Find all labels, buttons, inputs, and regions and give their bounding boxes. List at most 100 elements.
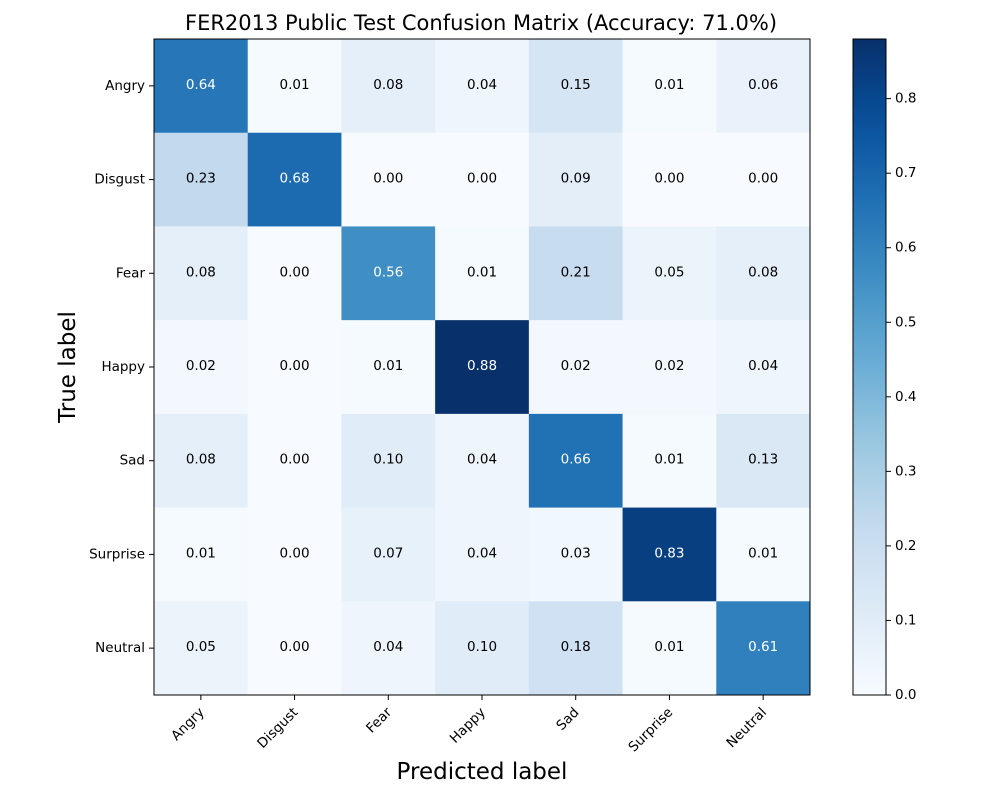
heatmap-cell xyxy=(154,132,249,227)
heatmap-cell xyxy=(622,320,717,415)
heatmap-cell xyxy=(247,413,342,509)
chart-title: FER2013 Public Test Confusion Matrix (Ac… xyxy=(185,11,777,35)
cell-value-label: 0.15 xyxy=(561,77,591,93)
heatmap-cell xyxy=(528,601,624,696)
cell-value-label: 0.08 xyxy=(748,264,778,280)
heatmap-cell xyxy=(154,507,249,602)
colorbar-ticks: 0.0 0.1 0.2 0.3 0.4 0.5 0.6 0.7 0.8 xyxy=(886,91,916,703)
cell-value-label: 0.00 xyxy=(654,171,684,187)
heatmap-cell xyxy=(435,413,530,509)
cell-value-label: 0.68 xyxy=(280,171,310,187)
x-tick-label: Disgust xyxy=(254,705,301,752)
heatmap-cell xyxy=(716,132,811,227)
cell-value-label: 0.56 xyxy=(373,264,403,280)
heatmap-cell xyxy=(528,226,624,321)
cell-value-label: 0.01 xyxy=(654,452,684,468)
colorbar xyxy=(852,38,887,696)
heatmap-cell xyxy=(622,601,717,696)
heatmap-cell xyxy=(154,226,249,321)
cell-value-label: 0.13 xyxy=(748,452,778,468)
y-tick-label: Surprise xyxy=(89,546,145,562)
y-tick-label: Happy xyxy=(101,359,145,375)
cell-value-label: 0.02 xyxy=(561,358,591,374)
y-tick-label: Neutral xyxy=(95,640,145,656)
heatmap-cell xyxy=(247,39,342,134)
cell-value-label: 0.88 xyxy=(467,358,497,374)
colorbar-tick-label: 0.3 xyxy=(895,463,916,479)
cell-value-label: 0.03 xyxy=(561,545,591,561)
colorbar-tick-label: 0.1 xyxy=(895,612,916,628)
cell-annotations: 0.64 0.01 0.08 0.04 0.15 0.01 0.06 0.23 0.68 0.00… xyxy=(186,77,778,655)
cell-value-label: 0.83 xyxy=(654,545,684,561)
heatmap-cell xyxy=(341,413,436,509)
cell-value-label: 0.00 xyxy=(748,171,778,187)
heatmap-cell xyxy=(716,413,811,509)
y-tick-label: Fear xyxy=(116,265,146,281)
cell-value-label: 0.21 xyxy=(561,264,591,280)
heatmap-cell xyxy=(716,226,811,321)
heatmap-cell xyxy=(528,132,624,227)
cell-value-label: 0.66 xyxy=(561,452,591,468)
cell-value-label: 0.08 xyxy=(373,77,403,93)
heatmap-cell xyxy=(341,132,436,227)
cell-value-label: 0.00 xyxy=(280,639,310,655)
cell-value-label: 0.23 xyxy=(186,171,216,187)
heatmap-cell xyxy=(341,601,436,696)
heatmap-cell xyxy=(528,39,624,134)
x-tick-label: Sad xyxy=(553,705,582,734)
heatmap-cell xyxy=(528,413,624,509)
heatmap-cell xyxy=(247,132,342,227)
heatmap-cell xyxy=(622,132,717,227)
y-tick-label: Sad xyxy=(120,453,145,469)
x-tick-label: Neutral xyxy=(723,705,770,752)
heatmap-cell xyxy=(622,507,717,602)
cell-value-label: 0.04 xyxy=(748,358,778,374)
heatmap-cell xyxy=(247,507,342,602)
y-tick-label: Angry xyxy=(105,78,145,94)
heatmap-cell xyxy=(622,413,717,509)
heatmap-cell xyxy=(341,320,436,415)
heatmap-cell xyxy=(435,601,530,696)
cell-value-label: 0.10 xyxy=(467,639,497,655)
cell-value-label: 0.00 xyxy=(467,171,497,187)
heatmap-cell xyxy=(716,601,811,696)
heatmap-cell xyxy=(341,507,436,602)
cell-value-label: 0.08 xyxy=(186,264,216,280)
heatmap-cell xyxy=(716,507,811,602)
cell-value-label: 0.04 xyxy=(373,639,403,655)
cell-value-label: 0.05 xyxy=(186,639,216,655)
cell-value-label: 0.01 xyxy=(373,358,403,374)
heatmap-cell xyxy=(154,413,249,509)
heatmap-cell xyxy=(247,226,342,321)
cell-value-label: 0.01 xyxy=(654,77,684,93)
cell-value-label: 0.07 xyxy=(373,545,403,561)
heatmap-cell xyxy=(528,320,624,415)
heatmap-cell xyxy=(716,320,811,415)
cell-value-label: 0.10 xyxy=(373,452,403,468)
heatmap-cells xyxy=(154,39,811,696)
cell-value-label: 0.00 xyxy=(280,358,310,374)
cell-value-label: 0.00 xyxy=(373,171,403,187)
cell-value-label: 0.01 xyxy=(654,639,684,655)
x-tick-label: Surprise xyxy=(625,705,676,756)
x-axis-ticks: Angry Disgust Fear Happy Sad Surprise Neutral xyxy=(168,695,770,755)
cell-value-label: 0.01 xyxy=(186,545,216,561)
colorbar-tick-label: 0.5 xyxy=(895,314,916,330)
heatmap-cell xyxy=(247,601,342,696)
colorbar-tick-label: 0.2 xyxy=(895,538,916,554)
cell-value-label: 0.61 xyxy=(748,639,778,655)
y-axis-label: True label xyxy=(55,311,81,424)
heatmap-cell xyxy=(154,39,249,134)
cell-value-label: 0.08 xyxy=(186,452,216,468)
cell-value-label: 0.06 xyxy=(748,77,778,93)
cell-value-label: 0.02 xyxy=(186,358,216,374)
heatmap-cell xyxy=(528,507,624,602)
cell-value-label: 0.01 xyxy=(280,77,310,93)
cell-value-label: 0.04 xyxy=(467,545,497,561)
x-axis-label: Predicted label xyxy=(397,759,568,785)
cell-value-label: 0.00 xyxy=(280,545,310,561)
heatmap-cell xyxy=(435,507,530,602)
cell-value-label: 0.05 xyxy=(654,264,684,280)
cell-value-label: 0.00 xyxy=(280,264,310,280)
